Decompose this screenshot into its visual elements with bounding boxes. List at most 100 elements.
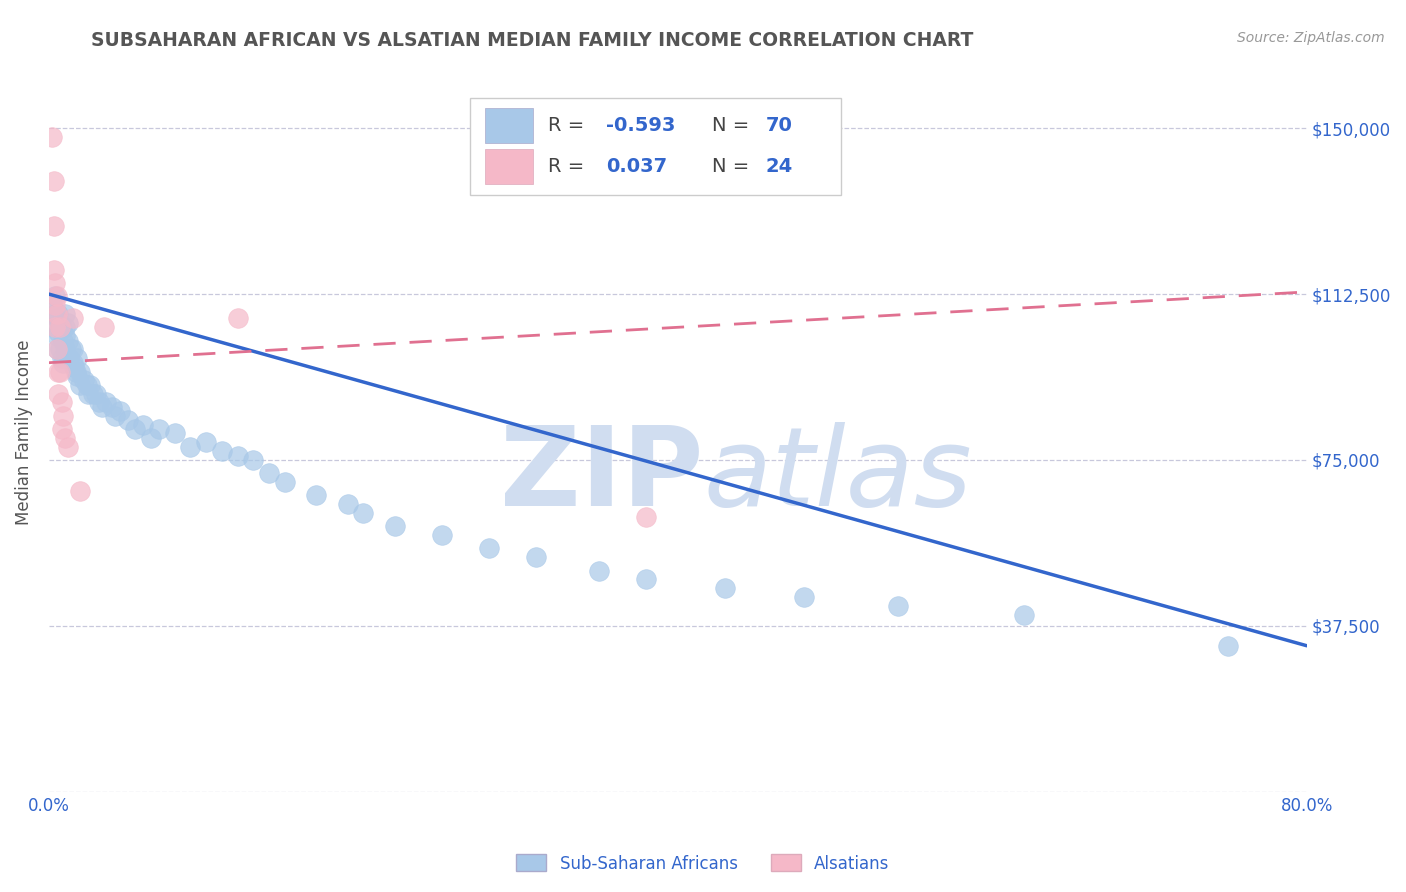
Point — [94, 395, 117, 409]
Point — [352, 506, 374, 520]
Point — [108, 404, 131, 418]
Y-axis label: Median Family Income: Median Family Income — [15, 340, 32, 525]
Point — [72, 373, 94, 387]
Point — [524, 550, 547, 565]
FancyBboxPatch shape — [485, 108, 533, 143]
Text: -0.593: -0.593 — [606, 116, 675, 135]
Point — [66, 351, 89, 366]
Point — [636, 573, 658, 587]
Point — [65, 365, 87, 379]
Point — [44, 289, 66, 303]
Point — [430, 528, 453, 542]
Point — [52, 356, 75, 370]
Point — [69, 365, 91, 379]
Point — [588, 564, 610, 578]
Point — [62, 343, 84, 357]
Point — [52, 334, 75, 348]
Point — [53, 320, 76, 334]
Point — [141, 431, 163, 445]
Point — [242, 453, 264, 467]
Text: R =: R = — [548, 116, 591, 135]
Point — [104, 409, 127, 423]
Point — [91, 400, 114, 414]
Legend: Sub-Saharan Africans, Alsatians: Sub-Saharan Africans, Alsatians — [509, 847, 897, 880]
Point — [53, 431, 76, 445]
Point — [41, 298, 63, 312]
Point — [101, 400, 124, 414]
Point — [179, 440, 201, 454]
Point — [66, 368, 89, 383]
Point — [44, 298, 66, 312]
Point — [49, 343, 72, 357]
Point — [636, 510, 658, 524]
Point — [77, 386, 100, 401]
Point — [1218, 639, 1240, 653]
Text: N =: N = — [711, 116, 755, 135]
Point — [79, 377, 101, 392]
Point — [53, 343, 76, 357]
Point — [52, 409, 75, 423]
Point — [48, 386, 70, 401]
Point — [51, 351, 73, 366]
Point — [89, 395, 111, 409]
Text: 0.037: 0.037 — [606, 157, 668, 176]
Point — [793, 590, 815, 604]
Point — [887, 599, 910, 613]
Point — [51, 395, 73, 409]
Point — [59, 343, 82, 357]
Text: 24: 24 — [766, 157, 793, 176]
Point — [44, 320, 66, 334]
Point — [384, 519, 406, 533]
Point — [41, 130, 63, 145]
Text: atlas: atlas — [703, 422, 972, 529]
Point — [1012, 607, 1035, 622]
Point — [45, 343, 67, 357]
Point — [84, 386, 107, 401]
Point — [53, 307, 76, 321]
Point — [117, 413, 139, 427]
Point — [76, 377, 98, 392]
Text: ZIP: ZIP — [499, 422, 703, 529]
Point — [211, 444, 233, 458]
Point — [714, 581, 737, 595]
Text: Source: ZipAtlas.com: Source: ZipAtlas.com — [1237, 31, 1385, 45]
Point — [93, 320, 115, 334]
Point — [42, 174, 65, 188]
Point — [51, 320, 73, 334]
FancyBboxPatch shape — [485, 149, 533, 184]
Point — [56, 440, 79, 454]
Point — [58, 351, 80, 366]
FancyBboxPatch shape — [471, 98, 841, 195]
Point — [62, 356, 84, 370]
Point — [42, 307, 65, 321]
Point — [274, 475, 297, 489]
Point — [69, 377, 91, 392]
Point — [53, 329, 76, 343]
Text: 70: 70 — [766, 116, 793, 135]
Point — [42, 262, 65, 277]
Point — [48, 307, 70, 321]
Text: R =: R = — [548, 157, 591, 176]
Point — [56, 316, 79, 330]
Point — [49, 316, 72, 330]
Text: SUBSAHARAN AFRICAN VS ALSATIAN MEDIAN FAMILY INCOME CORRELATION CHART: SUBSAHARAN AFRICAN VS ALSATIAN MEDIAN FA… — [91, 31, 974, 50]
Point — [48, 325, 70, 339]
Point — [226, 311, 249, 326]
Point — [44, 320, 66, 334]
Point — [305, 488, 328, 502]
Point — [163, 426, 186, 441]
Point — [69, 483, 91, 498]
Point — [257, 467, 280, 481]
Point — [48, 365, 70, 379]
Point — [51, 422, 73, 436]
Point — [226, 449, 249, 463]
Point — [49, 365, 72, 379]
Point — [195, 435, 218, 450]
Point — [45, 329, 67, 343]
Point — [42, 219, 65, 233]
Point — [336, 497, 359, 511]
Point — [45, 307, 67, 321]
Point — [45, 311, 67, 326]
Point — [44, 276, 66, 290]
Point — [124, 422, 146, 436]
